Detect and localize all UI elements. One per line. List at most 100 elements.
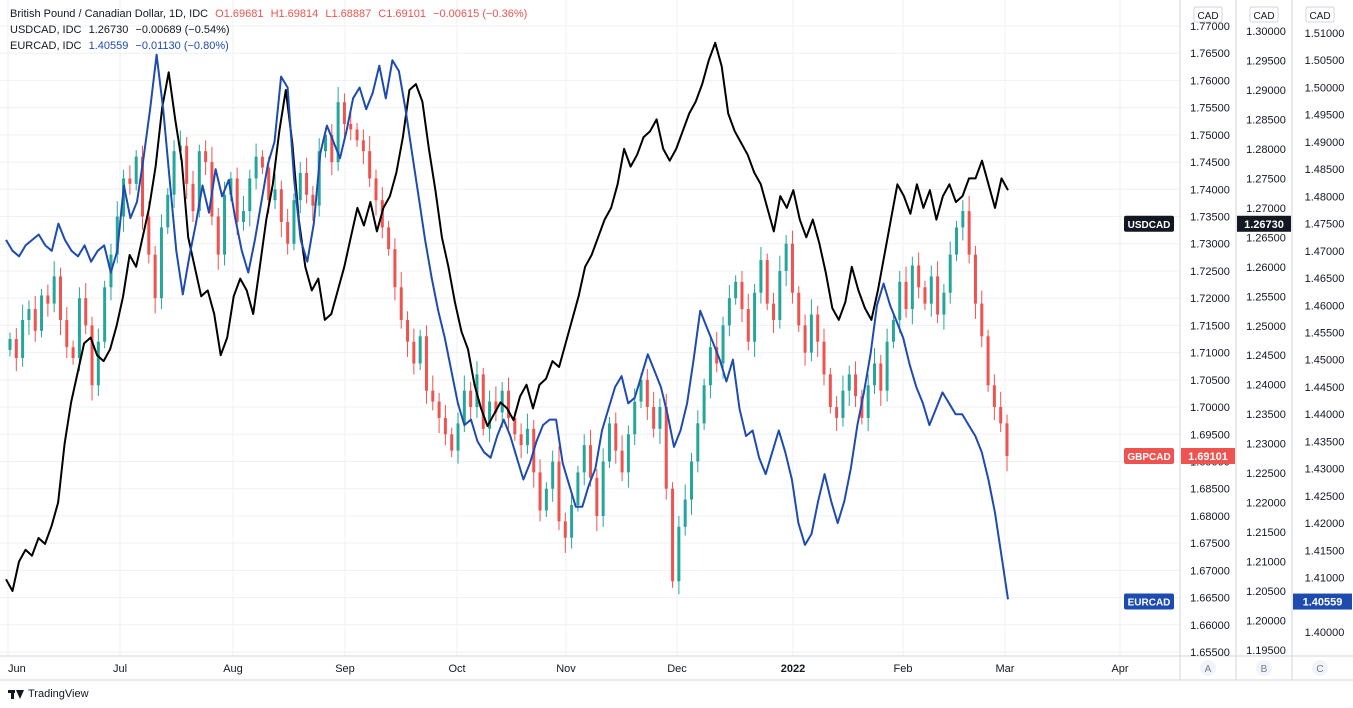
gbpcad-candle-114 (727, 285, 731, 337)
candle-body (772, 303, 776, 320)
candle-body (891, 319, 895, 342)
gbpcad-candle-69 (443, 404, 447, 446)
time-label: Sep (335, 663, 355, 675)
gbpcad-candle-94 (601, 448, 605, 527)
legend-row-gbpcad: British Pound / Canadian Dollar, 1D, IDC… (10, 6, 527, 22)
candle-body (286, 221, 290, 244)
legend-eur-change: −0.01130 (−0.80%) (135, 40, 229, 52)
candle-body (254, 156, 258, 179)
candle-body (46, 295, 50, 304)
gbpcad-candle-125 (797, 286, 801, 332)
gbpcad-candle-31 (204, 140, 208, 176)
time-label: Feb (894, 663, 913, 675)
candle-body (652, 407, 656, 429)
candle-body (418, 336, 422, 364)
candle-body (103, 287, 107, 342)
candle-body (216, 216, 220, 255)
candle-body (601, 461, 605, 516)
candle-body (955, 227, 959, 255)
tradingview-branding[interactable]: TradingView (8, 688, 89, 700)
gbpcad-candle-15 (103, 280, 107, 349)
gbpcad-candle-49 (317, 138, 321, 217)
legend-main-open: O1.69681 (215, 8, 264, 20)
time-label: Aug (223, 663, 243, 675)
candle-body (790, 243, 794, 293)
candle-body (128, 178, 132, 184)
candle-body (614, 423, 618, 451)
time-label: Jun (8, 663, 26, 675)
axis-tick-label: 1.71500 (1190, 320, 1230, 332)
time-label: Dec (667, 663, 687, 675)
axis-currency-badge (1305, 6, 1335, 23)
candle-body (734, 281, 738, 299)
candle-body (633, 401, 637, 435)
gbpcad-candle-55 (355, 122, 359, 147)
candle-body (507, 390, 510, 418)
gbpcad-candle-151 (961, 200, 965, 241)
gbpcad-candle-88 (563, 512, 567, 553)
legend-usd-change: −0.00689 (−0.54%) (135, 24, 230, 36)
gbpcad-candle-23 (153, 245, 157, 314)
axis-tick-label: 1.23500 (1246, 409, 1286, 421)
candle-body (77, 298, 81, 359)
gbpcad-candle-12 (84, 282, 88, 335)
gbpcad-candle-60 (387, 220, 391, 256)
axis-tick-label: 1.42000 (1305, 518, 1345, 530)
candle-body (664, 407, 668, 489)
axis-tick-label: 1.30000 (1246, 26, 1286, 38)
gbpcad-candle-130 (828, 367, 832, 414)
gbpcad-candle-63 (406, 311, 410, 357)
candle-body (570, 505, 574, 538)
candle-body (311, 194, 315, 206)
gbpcad-candle-101 (645, 368, 649, 421)
axis-tick-label: 1.22500 (1246, 468, 1286, 480)
candle-body (645, 379, 649, 408)
candle-body (841, 390, 845, 418)
candle-body (1005, 423, 1009, 456)
gbpcad-candle-140 (891, 313, 895, 349)
candle-body (223, 194, 227, 255)
price-tag-usdcad: USDCAD 1.26730 (1124, 215, 1291, 232)
axis-tick-label: 1.75000 (1190, 130, 1230, 142)
candle-body (437, 401, 441, 418)
gbpcad-candle-47 (305, 157, 309, 204)
axis-currency-badge (1249, 6, 1279, 23)
gbpcad-candle-93 (595, 469, 599, 532)
candle-body (872, 363, 876, 386)
gbpcad-candle-75 (481, 367, 485, 436)
gbpcad-candle-137 (872, 348, 876, 394)
candle-body (58, 276, 62, 320)
gbpcad-candle-53 (342, 93, 346, 140)
legend-usd-value: 1.26730 (88, 24, 129, 36)
gbpcad-candle-102 (652, 391, 656, 438)
gbpcad-candle-1 (14, 328, 18, 372)
axis-tick-label: 1.49000 (1305, 137, 1345, 149)
candle-body (361, 140, 365, 152)
gbpcad-candle-134 (854, 361, 858, 408)
gbpcad-candle-20 (134, 150, 138, 191)
axis-tick-label: 1.27000 (1246, 203, 1286, 215)
gbpcad-candle-118 (753, 284, 757, 357)
candle-body (671, 488, 675, 582)
usdcad-line (5, 41, 1009, 592)
axis-currency-label: CAD (1197, 11, 1218, 22)
gbpcad-candle-105 (671, 482, 675, 588)
axis-tick-label: 1.46000 (1305, 300, 1345, 312)
candle-body (134, 156, 138, 184)
axis-tick-label: 1.70500 (1190, 375, 1230, 387)
candle-body (519, 434, 523, 446)
price-tag-gbpcad: GBPCAD 1.69101 (1124, 447, 1235, 464)
price-tag-value: 1.69101 (1188, 451, 1228, 463)
gbpcad-candle-57 (368, 135, 372, 188)
candle-body (854, 374, 858, 397)
gbpcad-candle-90 (576, 465, 580, 512)
candle-body (513, 417, 517, 435)
candle-body (797, 292, 801, 326)
gbpcad-candle-13 (90, 316, 94, 401)
axis-tick-label: 1.71000 (1190, 348, 1230, 360)
gbpcad-candle-82 (525, 413, 529, 454)
axis-tick-label: 1.24000 (1246, 380, 1286, 392)
gbpcad-candle-89 (570, 491, 574, 549)
